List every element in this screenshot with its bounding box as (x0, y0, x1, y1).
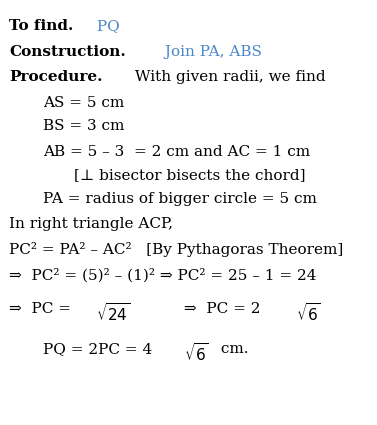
Text: Procedure.: Procedure. (9, 70, 103, 84)
Text: ⇒  PC² = (5)² – (1)² ⇒ PC² = 25 – 1 = 24: ⇒ PC² = (5)² – (1)² ⇒ PC² = 25 – 1 = 24 (9, 269, 317, 283)
Text: ⇒  PC =: ⇒ PC = (9, 302, 76, 316)
Text: $\sqrt{6}$: $\sqrt{6}$ (296, 302, 321, 324)
Text: To find.: To find. (9, 19, 74, 33)
Text: PQ = 2PC = 4: PQ = 2PC = 4 (43, 342, 153, 356)
Text: AB = 5 – 3  = 2 cm and AC = 1 cm: AB = 5 – 3 = 2 cm and AC = 1 cm (43, 144, 311, 159)
Text: In right triangle ACP,: In right triangle ACP, (9, 217, 173, 231)
Text: cm.: cm. (216, 342, 249, 356)
Text: With given radii, we find: With given radii, we find (130, 70, 326, 84)
Text: BS = 3 cm: BS = 3 cm (43, 119, 125, 133)
Text: PQ: PQ (92, 19, 120, 33)
Text: Join PA, ABS: Join PA, ABS (160, 45, 262, 59)
Text: Construction.: Construction. (9, 45, 126, 59)
Text: ⇒  PC = 2: ⇒ PC = 2 (140, 302, 261, 316)
Text: AS = 5 cm: AS = 5 cm (43, 96, 125, 110)
Text: PC² = PA² – AC²   [By Pythagoras Theorem]: PC² = PA² – AC² [By Pythagoras Theorem] (9, 242, 344, 257)
Text: $\sqrt{24}$: $\sqrt{24}$ (96, 302, 130, 324)
Text: $\sqrt{6}$: $\sqrt{6}$ (184, 342, 209, 364)
Text: [⊥ bisector bisects the chord]: [⊥ bisector bisects the chord] (74, 168, 305, 182)
Text: PA = radius of bigger circle = 5 cm: PA = radius of bigger circle = 5 cm (43, 192, 317, 206)
